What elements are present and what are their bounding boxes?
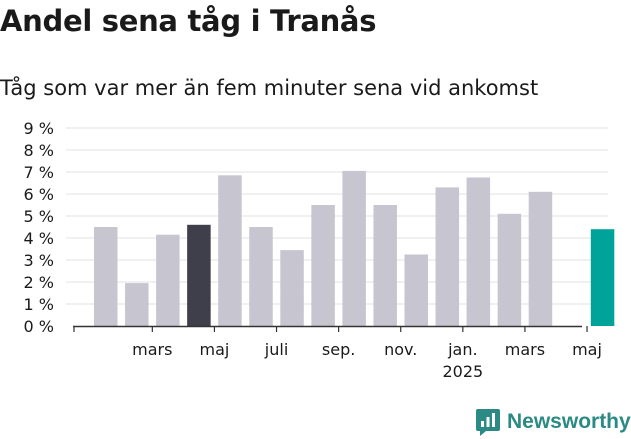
y-tick-label: 4 %: [24, 229, 54, 248]
bar: [94, 227, 118, 326]
x-tick-label: jan.: [447, 340, 477, 359]
y-tick-label: 6 %: [24, 185, 54, 204]
newsworthy-logo-icon: [476, 409, 500, 436]
bar: [125, 283, 149, 326]
x-tick-label: juli: [264, 340, 288, 359]
brand-name: Newsworthy: [507, 410, 631, 433]
bar: [373, 205, 397, 326]
bar: [156, 234, 180, 326]
y-tick-label: 1 %: [24, 295, 54, 314]
bar: [590, 229, 615, 326]
bar: [187, 224, 211, 326]
bar: [342, 170, 366, 326]
chart-subtitle: Tåg som var mer än fem minuter sena vid …: [0, 76, 539, 100]
bar: [404, 254, 428, 326]
bar: [497, 213, 522, 326]
bar: [280, 250, 304, 326]
x-tick-label: mars: [132, 340, 172, 359]
bar: [249, 227, 273, 326]
y-tick-label: 5 %: [24, 207, 54, 226]
x-tick-label: sep.: [322, 340, 355, 359]
bar: [218, 175, 242, 326]
y-tick-label: 9 %: [24, 119, 54, 138]
y-tick-label: 7 %: [24, 163, 54, 182]
y-tick-label: 8 %: [24, 141, 54, 160]
bar: [435, 187, 460, 326]
bar: [311, 205, 335, 326]
brand-logo: Newsworthy: [475, 406, 631, 438]
y-tick-label: 2 %: [24, 273, 54, 292]
bar: [466, 177, 491, 326]
x-tick-label: nov.: [384, 340, 417, 359]
x-tick-sublabel: 2025: [442, 362, 483, 381]
y-tick-label: 0 %: [24, 317, 54, 336]
x-tick-label: mars: [505, 340, 545, 359]
x-tick-label: maj: [572, 340, 602, 359]
x-tick-label: maj: [200, 340, 230, 359]
bar: [528, 191, 553, 326]
y-tick-label: 3 %: [24, 251, 54, 270]
chart-title: Andel sena tåg i Tranås: [0, 4, 377, 38]
